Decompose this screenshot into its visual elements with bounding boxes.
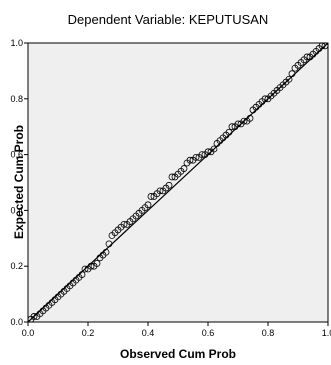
data-point: [285, 75, 293, 83]
data-point: [78, 271, 86, 278]
reference-diagonal-line: [27, 42, 329, 323]
x-axis-ticks: 0.0 0.2 0.4 0.6 0.8 1.0: [22, 322, 331, 338]
data-point: [228, 123, 236, 131]
data-point: [318, 42, 326, 50]
data-point: [147, 193, 155, 200]
chart-title: Dependent Variable: KEPUTUSAN: [68, 12, 269, 27]
y-axis-ticks: 0.0 0.2 0.4 0.6 0.8 1.0: [10, 38, 28, 327]
y-axis-label: Expected Cum Prob: [12, 125, 26, 239]
data-point: [246, 114, 254, 122]
x-axis-label: Observed Cum Prob: [120, 347, 236, 361]
data-point: [156, 187, 164, 195]
y-tick-label: 0.0: [10, 317, 23, 327]
x-tick-label: 0.8: [262, 328, 275, 338]
data-point: [93, 260, 101, 267]
data-point: [321, 42, 329, 50]
data-point: [102, 248, 110, 256]
y-tick-label: 1.0: [10, 38, 23, 48]
x-tick-label: 0.0: [22, 328, 35, 338]
y-tick-label: 0.6: [10, 150, 23, 160]
data-point: [30, 313, 38, 320]
data-point: [105, 240, 113, 248]
y-tick-label: 0.2: [10, 261, 23, 271]
data-point: [81, 265, 89, 273]
data-point: [303, 53, 311, 61]
data-point: [120, 220, 128, 228]
data-point: [204, 148, 212, 156]
data-point: [234, 120, 242, 128]
data-point: [165, 181, 173, 189]
data-point: [288, 70, 296, 78]
x-tick-label: 0.2: [82, 328, 95, 338]
data-point: [87, 262, 95, 270]
data-point: [186, 156, 194, 164]
data-point: [198, 151, 206, 159]
data-point: [192, 153, 200, 161]
data-point: [180, 165, 188, 172]
data-point: [225, 128, 233, 136]
data-point: [144, 201, 152, 209]
y-tick-label: 0.4: [10, 205, 23, 215]
data-point: [240, 117, 248, 125]
data-point: [210, 145, 218, 153]
y-tick-label: 0.8: [10, 94, 23, 104]
x-tick-label: 1.0: [322, 328, 331, 338]
x-tick-label: 0.4: [142, 328, 155, 338]
data-points: [27, 42, 329, 323]
data-point: [261, 95, 269, 103]
x-tick-label: 0.6: [202, 328, 215, 338]
data-point: [168, 173, 176, 181]
